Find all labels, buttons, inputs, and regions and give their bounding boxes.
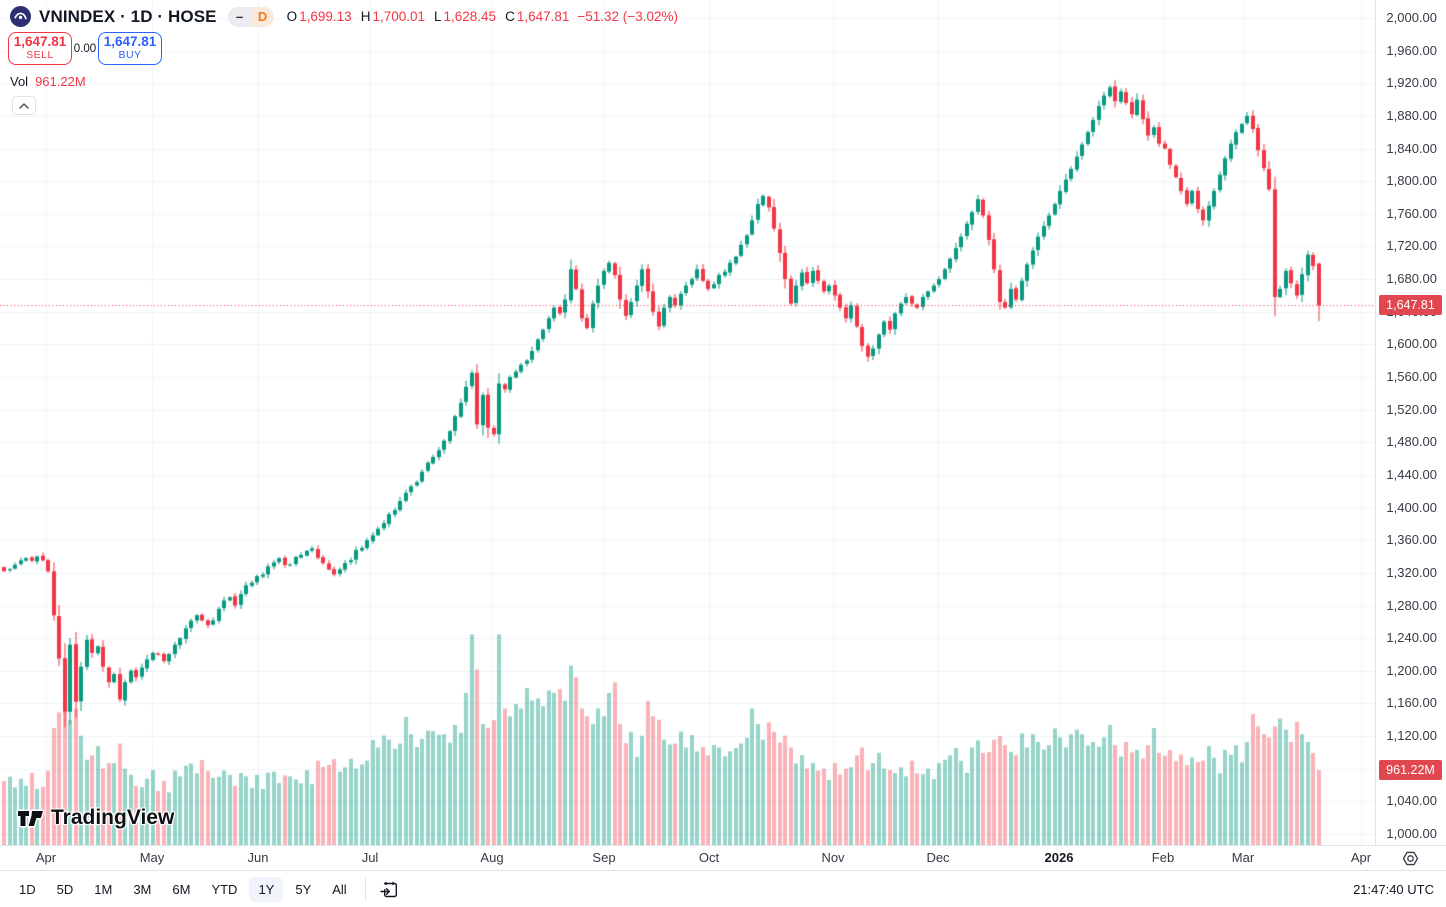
volume-axis-label: 961.22M [1379, 760, 1442, 781]
price-tick-label: 1,840.00 [1386, 140, 1437, 156]
range-button-3m[interactable]: 3M [124, 877, 160, 902]
high-value: 1,700.01 [372, 9, 425, 24]
open-value: 1,699.13 [299, 9, 352, 24]
chart-legend: VNINDEX · 1D · HOSE – D O 1,699.13 H 1,700… [10, 6, 678, 27]
symbol-logo-icon[interactable] [10, 6, 31, 27]
time-axis-label: May [139, 850, 165, 865]
trade-buttons: 1,647.81 SELL 0.00 1,647.81 BUY [8, 32, 162, 65]
price-tick-label: 1,520.00 [1386, 401, 1437, 417]
range-button-1m[interactable]: 1M [85, 877, 121, 902]
vnindex-logo-glyph [14, 12, 27, 20]
time-axis-label: 2026 [1044, 850, 1074, 865]
time-axis[interactable]: Apr May Jun Jul Aug Sep Oct Nov Dec 2026 Feb Mar Apr [0, 845, 1446, 870]
price-tick-label: 1,600.00 [1386, 336, 1437, 352]
time-axis-label: Aug [480, 850, 504, 865]
price-tick-label: 1,960.00 [1386, 42, 1437, 58]
time-axis-label: Feb [1151, 850, 1175, 865]
price-tick-label: 1,120.00 [1386, 728, 1437, 744]
price-tick-label: 1,680.00 [1386, 271, 1437, 287]
time-axis-label: Oct [698, 850, 720, 865]
range-button-ytd[interactable]: YTD [202, 877, 246, 902]
range-button-5d[interactable]: 5D [48, 877, 83, 902]
gear-icon[interactable] [1402, 850, 1419, 867]
symbol-title[interactable]: VNINDEX · 1D · HOSE [39, 6, 217, 26]
time-axis-label: Apr [1350, 850, 1372, 865]
candlestick-chart[interactable] [0, 0, 1375, 845]
buy-label: BUY [118, 49, 142, 62]
sell-label: SELL [26, 49, 54, 62]
high-label: H [360, 9, 371, 24]
toolbar-divider [364, 878, 366, 900]
go-to-date-button[interactable] [375, 877, 404, 902]
price-tick-label: 1,440.00 [1386, 466, 1437, 482]
price-tick-label: 1,480.00 [1386, 434, 1437, 450]
price-tick-label: 2,000.00 [1386, 10, 1437, 25]
sell-button[interactable]: 1,647.81 SELL [8, 32, 72, 65]
price-tick-label: 1,240.00 [1386, 630, 1437, 646]
time-axis-label: Jul [361, 850, 379, 865]
price-tick-label: 1,560.00 [1386, 369, 1437, 385]
open-label: O [286, 9, 298, 24]
close-value: 1,647.81 [516, 9, 570, 24]
delayed-data-badge: D [251, 6, 274, 27]
market-closed-dash-icon: – [227, 6, 252, 27]
bottom-toolbar: 1D 5D 1M 3M 6M YTD 1Y 5Y All 21:47:40 UTC [0, 870, 1446, 907]
low-value: 1,628.45 [443, 9, 497, 24]
collapse-pane-button[interactable] [12, 96, 36, 115]
range-button-1y[interactable]: 1Y [249, 876, 284, 902]
time-axis-label: Dec [926, 850, 950, 865]
market-status-pill[interactable]: – D [227, 6, 274, 27]
price-tick-label: 1,800.00 [1386, 173, 1437, 189]
last-price-label: 1,647.81 [1379, 295, 1442, 316]
time-axis-label: Sep [592, 850, 616, 865]
price-tick-label: 1,400.00 [1386, 499, 1437, 515]
tradingview-watermark[interactable]: TradingView [16, 806, 174, 830]
price-tick-label: 1,720.00 [1386, 238, 1437, 254]
range-buttons: 1D 5D 1M 3M 6M YTD 1Y 5Y All [10, 876, 356, 902]
price-axis[interactable]: 2,000.00 1,960.00 1,920.00 1,880.00 1,840.00… [1375, 0, 1446, 870]
price-tick-label: 1,880.00 [1386, 107, 1437, 123]
buy-button[interactable]: 1,647.81 BUY [98, 32, 162, 65]
change-value: −51.32 (−3.02%) [577, 9, 678, 24]
chevron-up-icon [19, 102, 29, 109]
time-axis-label: Apr [35, 850, 57, 865]
spread-value: 0.00 [73, 42, 97, 55]
watermark-text: TradingView [51, 806, 175, 829]
tradingview-logo-icon [16, 809, 45, 827]
time-axis-label: Nov [821, 850, 845, 865]
price-tick-label: 1,280.00 [1386, 597, 1437, 613]
time-axis-label: Jun [247, 850, 269, 865]
buy-price: 1,647.81 [103, 34, 157, 50]
range-button-6m[interactable]: 6M [163, 877, 199, 902]
price-tick-label: 1,920.00 [1386, 75, 1437, 91]
ohlc-values: O 1,699.13 H 1,700.01 L 1,628.45 C 1,647.81 … [287, 9, 678, 24]
price-tick-label: 1,000.00 [1386, 826, 1437, 841]
vol-label: Vol [10, 74, 29, 89]
sell-price: 1,647.81 [13, 34, 67, 50]
range-button-5y[interactable]: 5Y [286, 877, 320, 902]
price-tick-label: 1,320.00 [1386, 564, 1437, 580]
price-tick-label: 1,160.00 [1386, 695, 1437, 711]
calendar-goto-icon [380, 881, 397, 897]
price-tick-label: 1,360.00 [1386, 532, 1437, 548]
volume-legend: Vol 961.22M [10, 74, 86, 89]
range-button-1d[interactable]: 1D [10, 877, 45, 902]
range-button-all[interactable]: All [323, 877, 355, 902]
clock-utc: 21:47:40 UTC [1353, 881, 1434, 897]
price-tick-label: 1,760.00 [1386, 205, 1437, 221]
low-label: L [434, 9, 442, 24]
vol-value: 961.22M [35, 74, 86, 89]
price-tick-label: 1,040.00 [1386, 793, 1437, 809]
time-axis-label: Mar [1231, 850, 1255, 865]
close-label: C [505, 9, 515, 24]
price-tick-label: 1,200.00 [1386, 662, 1437, 678]
